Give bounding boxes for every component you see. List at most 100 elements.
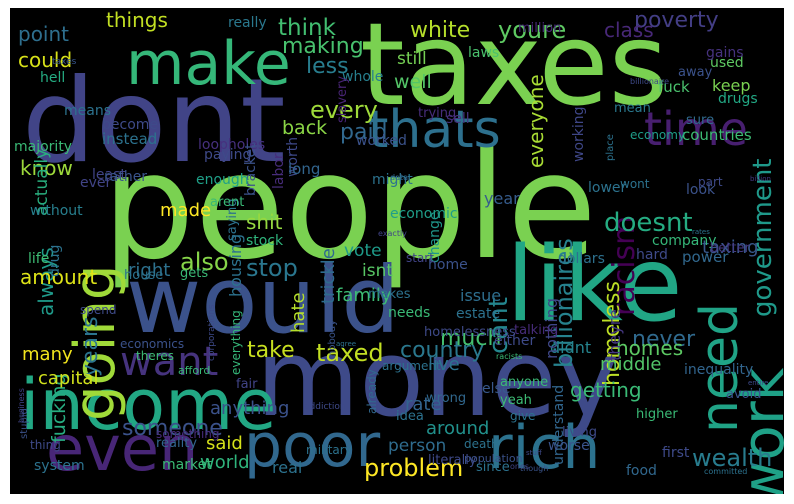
word-middle-61: middle <box>600 354 662 375</box>
word-working-97: working <box>571 106 587 162</box>
word-though-195: though <box>520 464 549 473</box>
word-dollars-136: dollars <box>558 251 605 267</box>
word-market-170: market <box>162 457 212 473</box>
word-talking-145: talking <box>514 323 559 338</box>
word-stuff-194: stuff <box>526 449 542 457</box>
word-worked-103: worked <box>356 133 407 149</box>
word-wealth-20: wealth <box>692 444 773 472</box>
word-drugs-91: drugs <box>718 91 758 107</box>
word-better-133: better <box>710 241 750 256</box>
word-place-182: place <box>605 134 616 161</box>
word-taxes-1: taxes <box>360 8 669 131</box>
word-shit-47: shit <box>246 210 283 234</box>
word-every-22: every <box>310 96 378 124</box>
word-hell-112: hell <box>40 70 66 86</box>
word-wont-128: wont <box>620 177 650 191</box>
word-racists-190: racists <box>496 352 523 361</box>
word-anything-66: anything <box>210 398 290 419</box>
word-money-3: money <box>256 317 620 440</box>
word-drug-122: drug <box>47 244 63 277</box>
word-time-12: time <box>644 102 748 156</box>
word-arent-121: arent <box>210 195 245 210</box>
word-enough-118: enough <box>196 172 249 188</box>
word-income-6: income <box>20 364 277 446</box>
word-many-53: many <box>22 344 73 365</box>
word-making-37: making <box>282 34 364 59</box>
word-billionaire-183: billionaire <box>630 77 670 86</box>
word-life-123: life <box>28 251 50 267</box>
word-argument-156: argument <box>382 359 441 373</box>
word-white-31: white <box>410 18 471 43</box>
word-issue-84: issue <box>460 286 502 305</box>
word-home-127: home <box>428 257 468 273</box>
word-population-168: population <box>464 452 523 465</box>
word-class-32: class <box>604 18 654 42</box>
word-committed-192: committed <box>704 467 748 476</box>
word-estate-142: estate <box>456 306 501 322</box>
word-country-19: country <box>400 338 485 363</box>
word-paid-23: paid <box>340 120 388 145</box>
word-spend-148: spend <box>80 303 117 317</box>
word-become-110: become <box>102 117 159 133</box>
word-long-109: long <box>288 160 321 178</box>
word-majority-113: majority <box>14 139 73 155</box>
word-capital-54: capital <box>38 368 99 389</box>
word-back-44: back <box>282 117 328 139</box>
word-hard-134: hard <box>636 247 668 263</box>
word-housing-70: housing <box>226 233 245 297</box>
word-economic-126: economic <box>390 206 458 222</box>
word-lower-129: lower <box>588 180 627 196</box>
word-death-177: death <box>464 437 499 451</box>
word-point-35: point <box>18 22 70 46</box>
word-look-131: look <box>686 182 716 198</box>
word-avoid-154: avoid <box>726 387 762 402</box>
word-poverty-29: poverty <box>634 8 719 33</box>
word-much-56: much <box>440 326 502 351</box>
word-taxes-181: taxes <box>52 57 77 67</box>
word-stop-46: stop <box>246 254 298 282</box>
word-right-48: right <box>128 260 171 281</box>
word-yeah-159: yeah <box>500 393 532 408</box>
word-since-167: since <box>476 460 510 475</box>
word-literally-169: literally <box>428 453 477 468</box>
word-inequality-153: inequality <box>684 362 754 378</box>
word-idea-155: idea <box>396 409 424 424</box>
word-rather-120: rather <box>104 169 148 185</box>
word-could-36: could <box>18 48 73 72</box>
word-getting-62: getting <box>570 378 642 402</box>
word-ever-115: ever <box>80 175 112 191</box>
word-whole-95: whole <box>342 69 384 85</box>
word-hate-73: hate <box>288 292 309 333</box>
word-make-7: make <box>126 29 291 99</box>
word-dont-2: dont <box>22 54 286 189</box>
word-taxed-17: taxed <box>316 339 384 367</box>
word-least-114: least <box>92 167 126 183</box>
word-think-34: think <box>278 15 336 41</box>
word-either-143: either <box>494 333 536 349</box>
word-exactly-185: exactly <box>378 229 407 238</box>
word-needs-141: needs <box>388 305 431 321</box>
word-billion-187: billion <box>750 175 771 183</box>
word-something-174: something <box>156 427 220 441</box>
word-living-162: living <box>562 425 598 440</box>
word-slavery-96: slavery <box>335 75 350 123</box>
word-data-184: data <box>390 173 409 182</box>
word-countries-93: countries <box>682 126 752 144</box>
word-labor-108: labor <box>271 153 287 189</box>
word-like-5: like <box>506 225 683 345</box>
word-business-180: business <box>17 388 26 423</box>
word-less-38: less <box>306 54 349 79</box>
word-paying-117: paying <box>204 147 252 163</box>
word-keep-80: keep <box>712 76 751 95</box>
word-world-68: world <box>200 452 250 473</box>
word-higher-164: higher <box>636 407 678 422</box>
word-gains-90: gains <box>706 45 744 61</box>
word-doesnt-27: doesnt <box>604 208 693 238</box>
word-didnt-83: didnt <box>550 338 592 357</box>
word-everything-147: everything <box>229 310 243 375</box>
word-used-81: used <box>710 55 744 71</box>
word-worse-163: worse <box>548 438 590 454</box>
word-loopholes-104: loopholes <box>198 137 266 153</box>
word-sure-92: sure <box>686 113 715 128</box>
